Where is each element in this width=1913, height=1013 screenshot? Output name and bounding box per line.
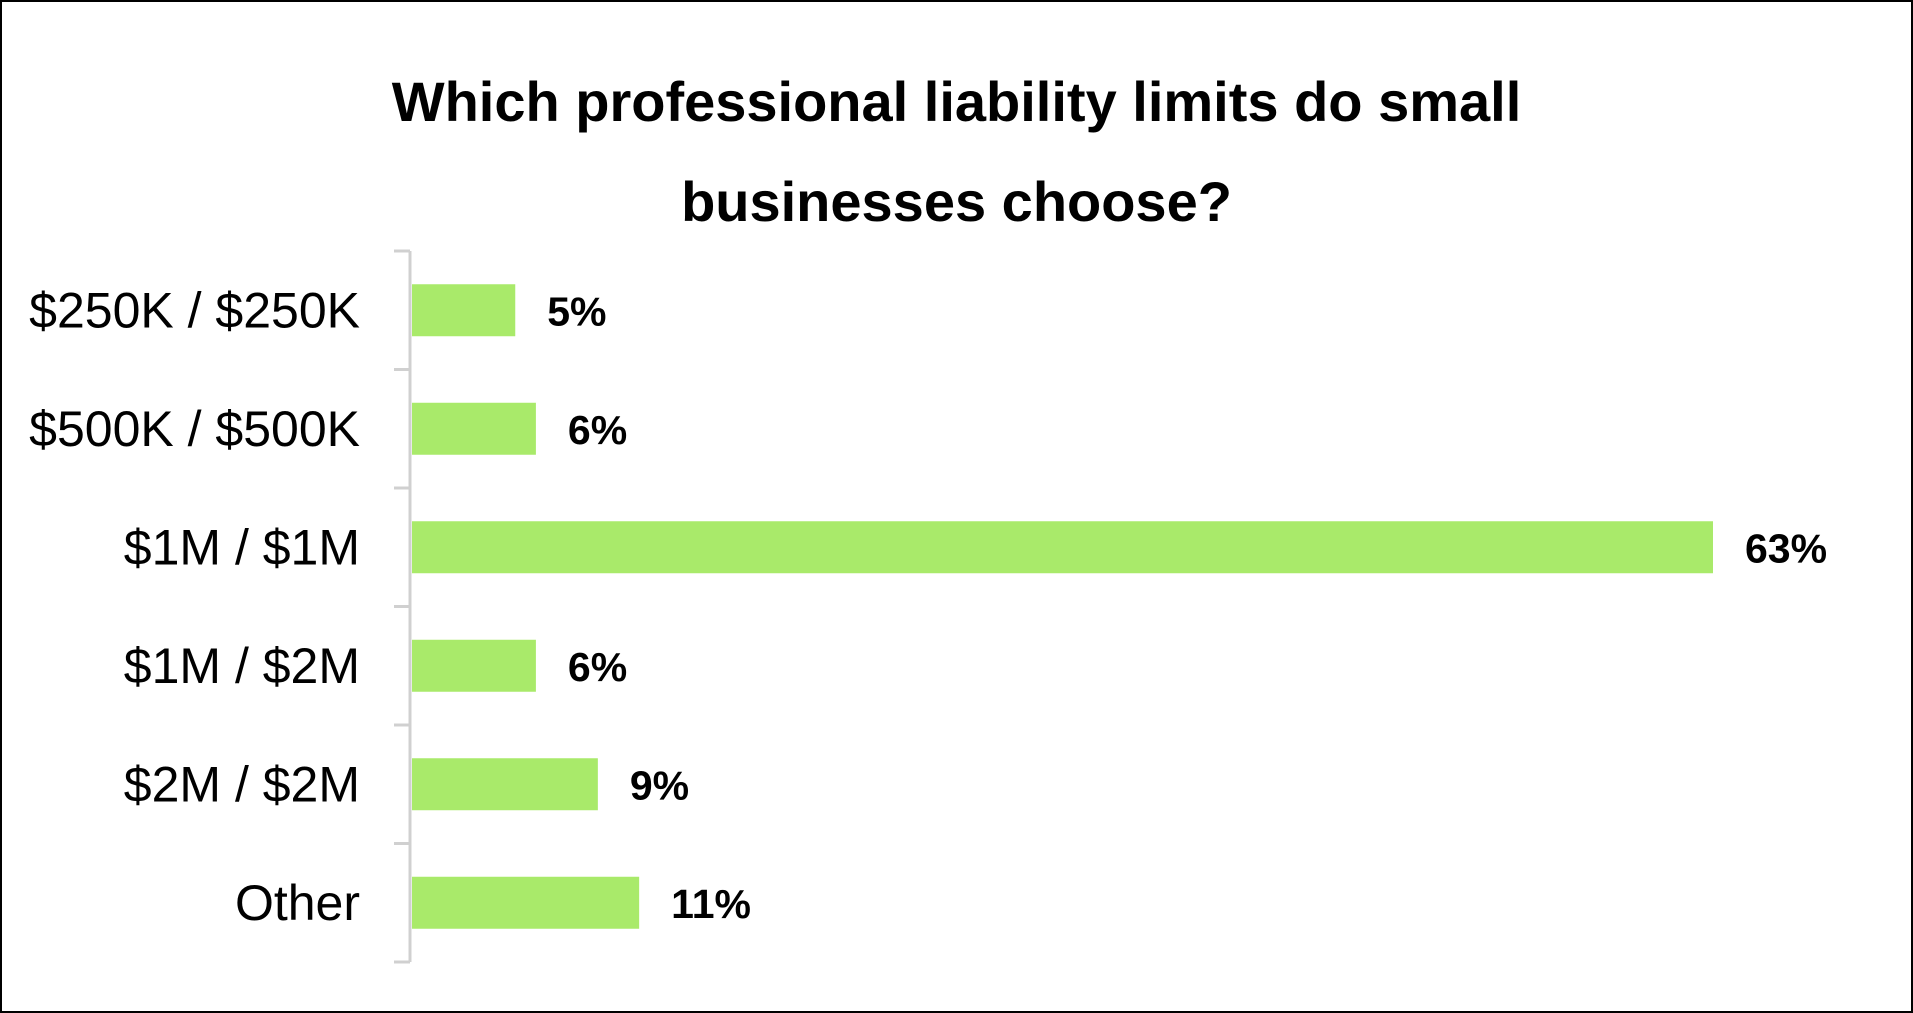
data-label: 9%: [630, 762, 689, 808]
chart-title: Which professional liability limits do s…: [2, 52, 1911, 252]
bar: [412, 758, 598, 811]
category-label: Other: [235, 875, 360, 931]
data-label: 5%: [547, 288, 606, 334]
data-label: 11%: [671, 881, 751, 927]
chart-title-line-2: businesses choose?: [681, 170, 1232, 233]
category-axis: [394, 249, 412, 964]
category-label: $1M / $2M: [124, 638, 360, 694]
category-label: $500K / $500K: [29, 401, 360, 457]
category-label: $2M / $2M: [124, 756, 360, 812]
data-label: 63%: [1745, 525, 1827, 571]
data-label: 6%: [568, 407, 627, 453]
bar: [412, 876, 640, 929]
bar: [412, 639, 536, 692]
bar: [412, 402, 536, 455]
labels: $250K / $250K 5% $500K / $500K 6% $1M / $1M 6…: [29, 282, 1827, 931]
chart-title-line-1: Which professional liability limits do s…: [391, 70, 1522, 133]
category-label: $250K / $250K: [29, 282, 360, 338]
bar: [412, 521, 1713, 574]
bars: [412, 284, 1713, 929]
category-label: $1M / $1M: [124, 519, 360, 575]
data-label: 6%: [568, 644, 627, 690]
bar: [412, 284, 516, 337]
